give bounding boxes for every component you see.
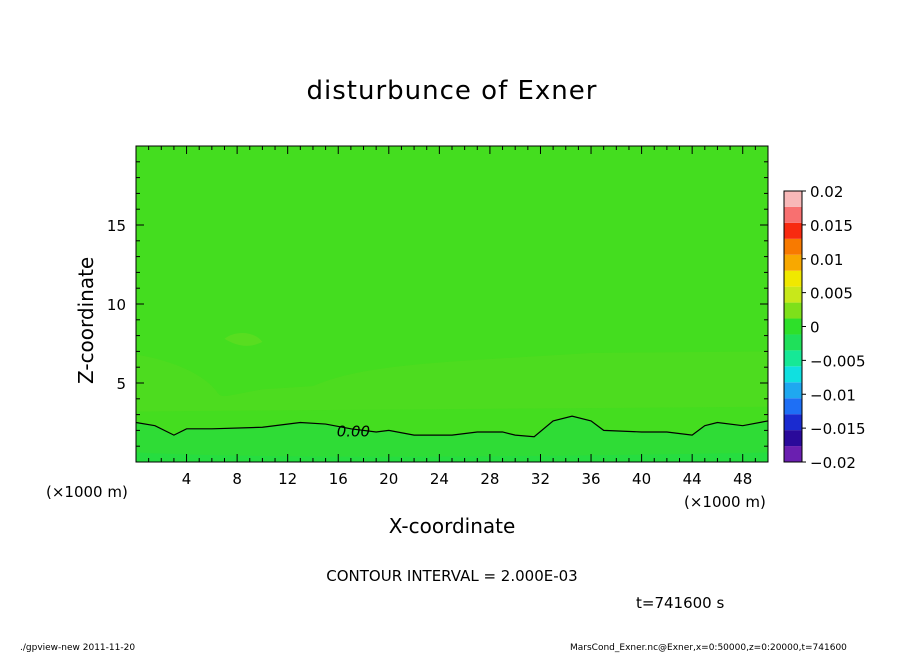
x-tick-label: 12 (278, 470, 297, 488)
colorbar-segment (784, 446, 802, 462)
negative-region (136, 416, 768, 462)
colorbar-segment (784, 286, 802, 303)
y-tick-label: 5 (116, 375, 126, 393)
colorbar-tick-label: 0.005 (810, 285, 853, 303)
x-tick-label: 28 (480, 470, 499, 488)
colorbar-segment (784, 302, 802, 319)
colorbar-segment (784, 222, 802, 239)
colorbar-segment (784, 238, 802, 255)
x-tick-label: 4 (182, 470, 192, 488)
x-tick-label: 40 (632, 470, 651, 488)
colorbar-segment (784, 191, 802, 207)
x-axis-label: X-coordinate (0, 514, 904, 538)
x-tick-label: 20 (379, 470, 398, 488)
colorbar-tick-label: 0.02 (810, 183, 843, 201)
field-patch-small (224, 333, 263, 346)
negative-region-low (136, 452, 768, 462)
colorbar-tick-label: −0.005 (810, 352, 866, 370)
colorbar-segment (784, 206, 802, 223)
colorbar-tick-label: −0.02 (810, 454, 856, 472)
colorbar-segment (784, 366, 802, 383)
colorbar-segment (784, 350, 802, 367)
contour-label-zero: 0.00 (337, 423, 370, 441)
colorbar-tick-label: 0.015 (810, 217, 853, 235)
time-label: t=741600 s (636, 594, 725, 612)
colorbar-segment (784, 254, 802, 271)
x-unit-label-left: (×1000 m) (46, 483, 128, 501)
field-fill (136, 146, 768, 462)
x-tick-label: 8 (232, 470, 242, 488)
x-tick-label: 36 (581, 470, 600, 488)
colorbar-segment (784, 382, 802, 399)
x-tick-label: 32 (531, 470, 550, 488)
colorbar-tick-label: 0 (810, 319, 820, 337)
footer-right: MarsCond_Exner.nc@Exner,x=0:50000,z=0:20… (570, 643, 847, 653)
footer-left: ./gpview-new 2011-11-20 (20, 643, 136, 653)
colorbar-tick-label: 0.01 (810, 251, 843, 269)
field-patch (136, 351, 768, 412)
x-tick-label: 48 (733, 470, 752, 488)
colorbar-segment (784, 398, 802, 415)
colorbar-tick-label: −0.01 (810, 386, 856, 404)
x-tick-label: 16 (329, 470, 348, 488)
colorbar-segment (784, 270, 802, 287)
x-tick-label: 24 (430, 470, 449, 488)
colorbar-tick-label: −0.015 (810, 420, 866, 438)
y-tick-label: 15 (107, 217, 126, 235)
y-tick-label: 10 (107, 296, 126, 314)
colorbar-segment (784, 334, 802, 351)
colorbar-segment (784, 414, 802, 431)
colorbar-segment (784, 430, 802, 447)
y-axis-label: Z-coordinate (74, 256, 98, 384)
x-unit-label-right: (×1000 m) (684, 493, 766, 511)
contour-line-zero (135, 415, 769, 438)
colorbar-segment (784, 318, 802, 335)
x-axis-label-text: X-coordinate (388, 514, 516, 538)
x-tick-label: 44 (683, 470, 702, 488)
contour-interval: CONTOUR INTERVAL = 2.000E-03 (326, 567, 578, 585)
chart-title: disturbunce of Exner (306, 76, 598, 106)
